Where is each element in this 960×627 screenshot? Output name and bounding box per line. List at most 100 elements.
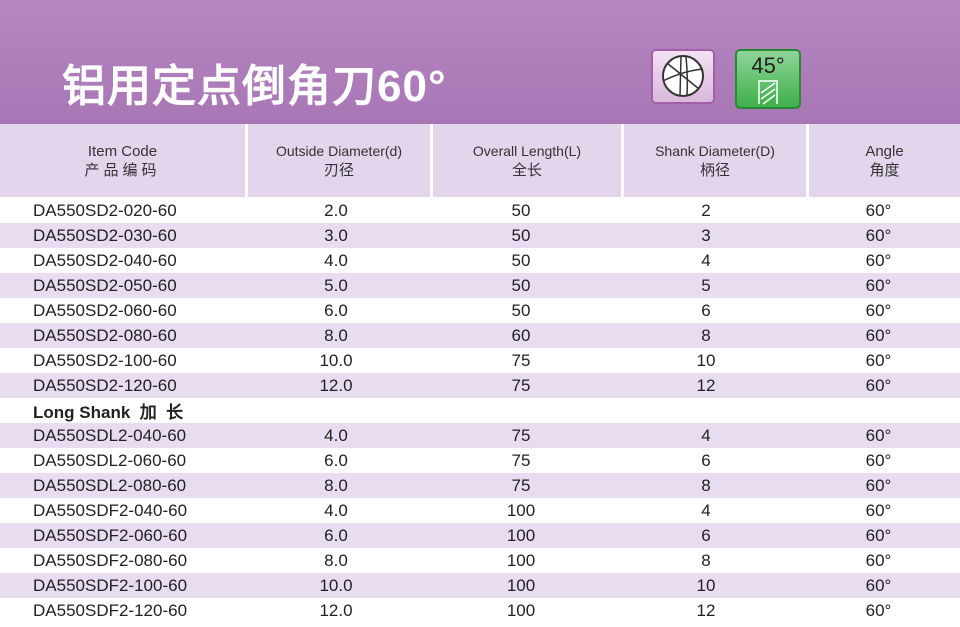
- cell-angle: 60°: [865, 375, 892, 395]
- cell-outside-diameter: 10.0: [319, 575, 353, 595]
- cell-angle: 60°: [865, 275, 892, 295]
- cell-overall-length: 100: [506, 600, 536, 620]
- cell-angle: 60°: [865, 500, 892, 520]
- cell-shank-diameter: 10: [696, 350, 716, 370]
- table-row: DA550SDF2-080-60 8.0 100 8 60°: [0, 548, 960, 573]
- cell-overall-length: 75: [511, 425, 531, 445]
- table-row: DA550SD2-020-60 2.0 50 2 60°: [0, 198, 960, 223]
- cell-overall-length: 60: [511, 325, 531, 345]
- table-row: DA550SDF2-040-60 4.0 100 4 60°: [0, 498, 960, 523]
- cell-overall-length: 100: [506, 500, 536, 520]
- cell-outside-diameter: 6.0: [324, 525, 348, 545]
- cell-outside-diameter: 6.0: [324, 300, 348, 320]
- cell-overall-length: 100: [506, 550, 536, 570]
- table-row: DA550SD2-080-60 8.0 60 8 60°: [0, 323, 960, 348]
- title-banner: 铝用定点倒角刀60° 45°: [0, 0, 960, 124]
- cell-overall-length: 75: [511, 375, 531, 395]
- table-row: DA550SD2-060-60 6.0 50 6 60°: [0, 298, 960, 323]
- cell-shank-diameter: 8: [701, 550, 711, 570]
- header-angle: Angle 角度: [865, 142, 904, 179]
- cell-item-code: DA550SDF2-040-60: [33, 500, 188, 520]
- section-row: Long Shank 加 长: [0, 398, 960, 423]
- cell-outside-diameter: 4.0: [324, 250, 348, 270]
- cell-item-code: DA550SD2-120-60: [33, 375, 177, 395]
- cell-item-code: DA550SDL2-080-60: [33, 475, 187, 495]
- cell-shank-diameter: 4: [701, 250, 711, 270]
- cell-shank-diameter: 8: [701, 325, 711, 345]
- cell-item-code: DA550SD2-040-60: [33, 250, 177, 270]
- cell-shank-diameter: 4: [701, 500, 711, 520]
- cell-overall-length: 75: [511, 450, 531, 470]
- cell-shank-diameter: 4: [701, 425, 711, 445]
- cell-shank-diameter: 6: [701, 300, 711, 320]
- table-row: DA550SDL2-040-60 4.0 75 4 60°: [0, 423, 960, 448]
- cell-angle: 60°: [865, 200, 892, 220]
- cell-overall-length: 50: [511, 225, 531, 245]
- table-row: DA550SD2-040-60 4.0 50 4 60°: [0, 248, 960, 273]
- cell-overall-length: 50: [511, 250, 531, 270]
- cell-shank-diameter: 8: [701, 475, 711, 495]
- cell-shank-diameter: 5: [701, 275, 711, 295]
- cell-outside-diameter: 5.0: [324, 275, 348, 295]
- cell-angle: 60°: [865, 450, 892, 470]
- header-shank-diameter: Shank Diameter(D) 柄径: [624, 124, 809, 197]
- cell-item-code: DA550SDF2-080-60: [33, 550, 188, 570]
- cell-item-code: DA550SD2-020-60: [33, 200, 177, 220]
- cell-shank-diameter: 12: [696, 600, 716, 620]
- helix-angle-icon: 45°: [735, 49, 801, 109]
- cell-outside-diameter: 4.0: [324, 500, 348, 520]
- cell-outside-diameter: 10.0: [319, 350, 353, 370]
- cell-item-code: DA550SDL2-060-60: [33, 450, 187, 470]
- table-header: Item Code 产品编码 Outside Diameter(d) 刃径 Over…: [0, 124, 960, 197]
- cell-item-code: DA550SD2-100-60: [33, 350, 177, 370]
- table-row: DA550SDF2-120-60 12.0 100 12 60°: [0, 598, 960, 623]
- table-row: DA550SDL2-060-60 6.0 75 6 60°: [0, 448, 960, 473]
- table-row: DA550SD2-100-60 10.0 75 10 60°: [0, 348, 960, 373]
- cell-angle: 60°: [865, 325, 892, 345]
- cell-overall-length: 50: [511, 300, 531, 320]
- cell-item-code: DA550SD2-060-60: [33, 300, 177, 320]
- table-body: DA550SD2-020-60 2.0 50 2 60° DA550SD2-030-60 3…: [0, 198, 960, 623]
- cell-outside-diameter: 8.0: [324, 325, 348, 345]
- cell-overall-length: 75: [511, 350, 531, 370]
- cell-angle: 60°: [865, 300, 892, 320]
- cell-outside-diameter: 8.0: [324, 475, 348, 495]
- page-title: 铝用定点倒角刀60°: [62, 62, 447, 111]
- helix-angle-label: 45°: [751, 53, 785, 78]
- cell-overall-length: 100: [506, 575, 536, 595]
- cell-overall-length: 100: [506, 525, 536, 545]
- cell-overall-length: 50: [511, 200, 531, 220]
- cell-outside-diameter: 12.0: [319, 375, 353, 395]
- cell-item-code: Long Shank 加 长: [33, 403, 184, 422]
- table-row: DA550SD2-030-60 3.0 50 3 60°: [0, 223, 960, 248]
- cell-angle: 60°: [865, 425, 892, 445]
- cell-angle: 60°: [865, 250, 892, 270]
- header-item-code: Item Code 产品编码: [0, 124, 248, 197]
- table-row: DA550SD2-050-60 5.0 50 5 60°: [0, 273, 960, 298]
- cell-outside-diameter: 6.0: [324, 450, 348, 470]
- cell-angle: 60°: [865, 475, 892, 495]
- cell-shank-diameter: 10: [696, 575, 716, 595]
- cell-outside-diameter: 3.0: [324, 225, 348, 245]
- table-row: DA550SDL2-080-60 8.0 75 8 60°: [0, 473, 960, 498]
- cell-shank-diameter: 12: [696, 375, 716, 395]
- flute-cross-section-icon: [651, 49, 715, 104]
- cell-overall-length: 75: [511, 475, 531, 495]
- cell-overall-length: 50: [511, 275, 531, 295]
- cell-angle: 60°: [865, 225, 892, 245]
- table-row: DA550SDF2-060-60 6.0 100 6 60°: [0, 523, 960, 548]
- cell-shank-diameter: 6: [701, 450, 711, 470]
- cell-angle: 60°: [865, 575, 892, 595]
- header-overall-length: Overall Length(L) 全长: [433, 124, 624, 197]
- cell-outside-diameter: 4.0: [324, 425, 348, 445]
- cell-outside-diameter: 2.0: [324, 200, 348, 220]
- table-row: DA550SD2-120-60 12.0 75 12 60°: [0, 373, 960, 398]
- header-outside-diameter: Outside Diameter(d) 刃径: [248, 124, 433, 197]
- table-row: DA550SDF2-100-60 10.0 100 10 60°: [0, 573, 960, 598]
- cell-item-code: DA550SDF2-100-60: [33, 575, 188, 595]
- cell-shank-diameter: 6: [701, 525, 711, 545]
- cell-outside-diameter: 12.0: [319, 600, 353, 620]
- cell-shank-diameter: 2: [701, 200, 711, 220]
- cell-angle: 60°: [865, 600, 892, 620]
- cell-item-code: DA550SD2-030-60: [33, 225, 177, 245]
